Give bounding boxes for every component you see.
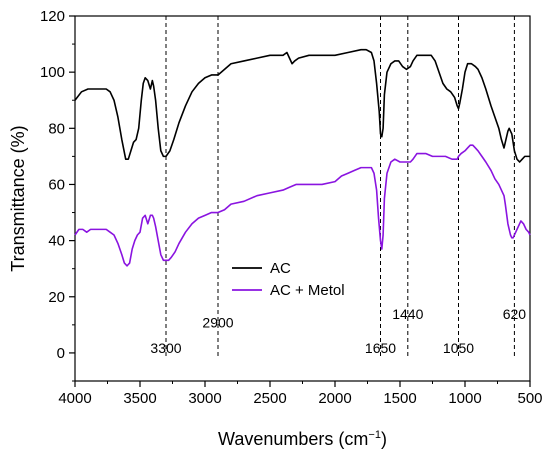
x-axis-title: Wavenumbers (cm−1) <box>218 429 387 449</box>
series-lines <box>74 48 531 267</box>
y-tick-label-0: 0 <box>57 345 65 362</box>
peak-label-3300: 3300 <box>150 340 181 356</box>
x-axis-label-main: Wavenumbers (cm <box>218 429 368 449</box>
x-tick-label-2000: 2000 <box>318 390 351 407</box>
x-axis-label-close: ) <box>381 429 387 449</box>
legend: AC AC + Metol <box>232 260 345 299</box>
y-tick-label-40: 40 <box>48 233 65 250</box>
y-tick-label-100: 100 <box>40 64 65 81</box>
peak-label-620: 620 <box>503 306 527 322</box>
legend-label-ac: AC <box>270 260 291 277</box>
reference-lines <box>165 16 515 359</box>
legend-label-ac-metol: AC + Metol <box>270 282 345 299</box>
series-line-ac <box>74 48 530 163</box>
x-tick-label-1000: 1000 <box>448 390 481 407</box>
y-axis-title: Transmittance (%) <box>8 125 28 271</box>
series-line-ac-metol <box>74 144 531 267</box>
x-tick-label-2500: 2500 <box>253 390 286 407</box>
peak-label-2900: 2900 <box>202 315 233 331</box>
x-tick-label-1500: 1500 <box>383 390 416 407</box>
y-tick-label-20: 20 <box>48 289 65 306</box>
x-axis-label: Wavenumbers (cm−1) <box>218 429 387 449</box>
x-tick-label-4000: 4000 <box>58 390 91 407</box>
x-axis-label-sup: −1 <box>368 429 381 441</box>
peak-label-1650: 1650 <box>365 340 396 356</box>
x-tick-label-3000: 3000 <box>188 390 221 407</box>
y-axis-label: Transmittance (%) <box>8 125 28 271</box>
x-tick-label-500: 500 <box>517 390 542 407</box>
y-tick-label-80: 80 <box>48 120 65 137</box>
plot-frame <box>74 15 531 382</box>
peak-label-1440: 1440 <box>392 306 423 322</box>
y-tick-label-60: 60 <box>48 176 65 193</box>
axis-ticks: 4000 3500 3000 2500 2000 1500 1000 500 0 20 40 60 80… <box>40 8 543 407</box>
peak-annotations: 3300 2900 1650 1440 1050 620 <box>150 306 526 356</box>
peak-label-1050: 1050 <box>443 340 474 356</box>
x-tick-label-3500: 3500 <box>123 390 156 407</box>
y-tick-label-120: 120 <box>40 8 65 25</box>
plot-area: 4000 3500 3000 2500 2000 1500 1000 500 0 20 40 60 80… <box>40 8 543 407</box>
